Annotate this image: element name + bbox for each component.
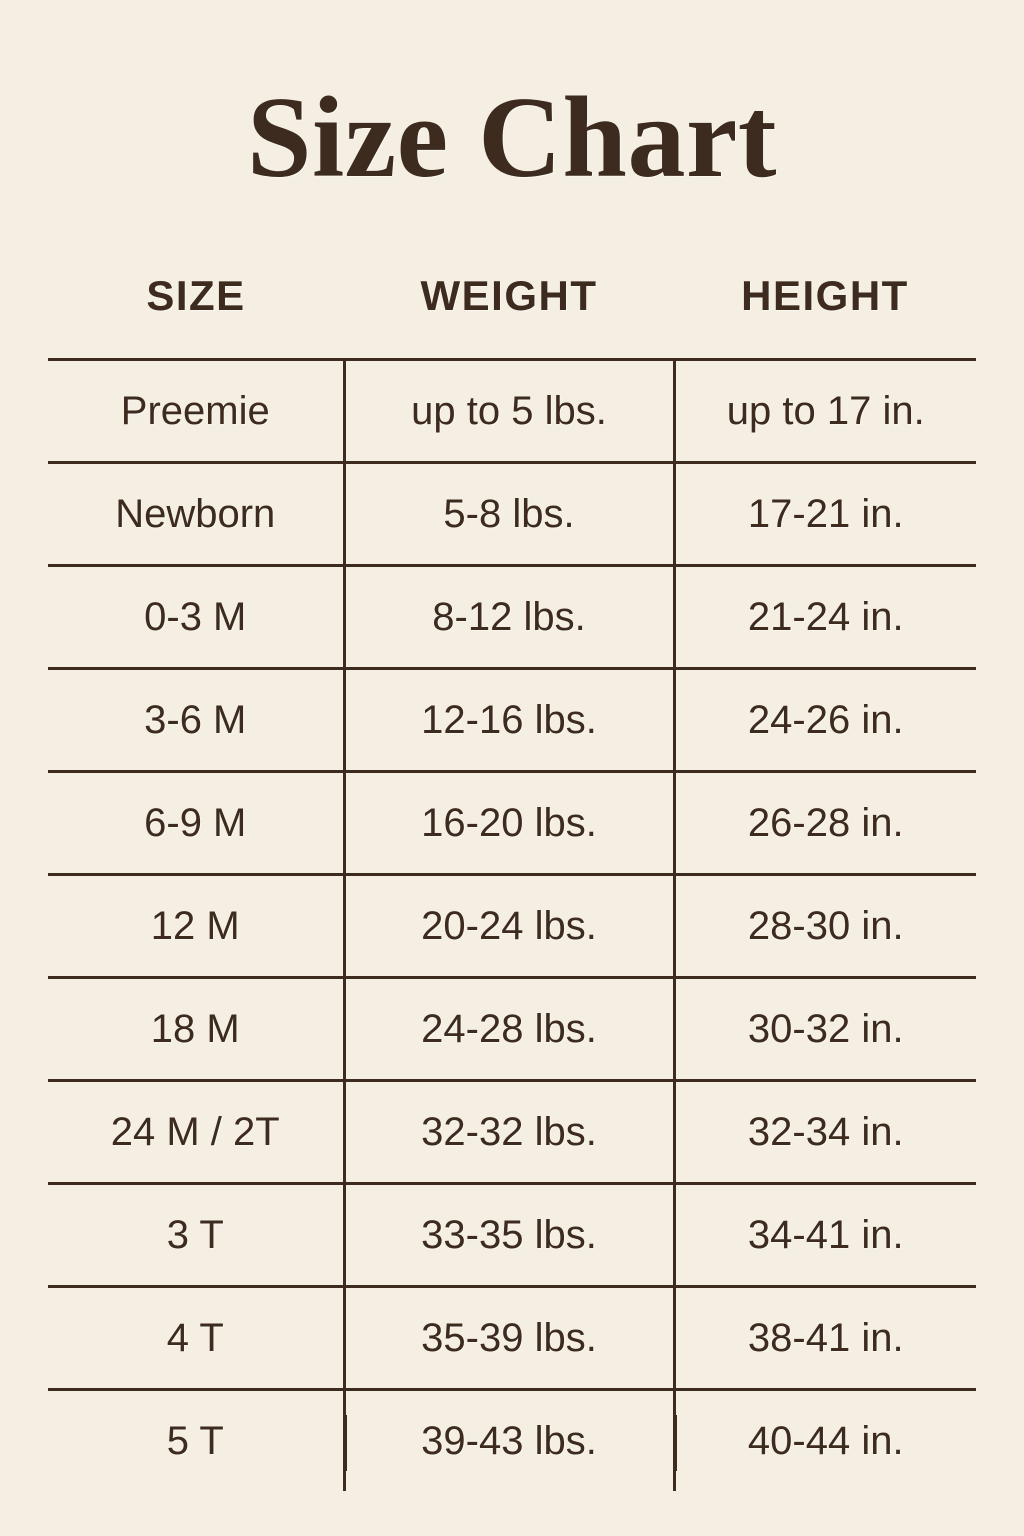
table-row: 3 T 33-35 lbs. 34-41 in. — [48, 1182, 976, 1287]
cell-weight: 32-32 lbs. — [344, 1079, 676, 1184]
cell-weight: 24-28 lbs. — [344, 976, 676, 1081]
column-header-weight: WEIGHT — [420, 272, 598, 319]
cell-height: 38-41 in. — [674, 1285, 976, 1390]
cell-size: 5 T — [48, 1388, 346, 1491]
cell-size: 12 M — [48, 873, 346, 978]
cell-weight: 39-43 lbs. — [344, 1388, 676, 1491]
cell-weight: 12-16 lbs. — [344, 667, 676, 772]
cell-height: up to 17 in. — [674, 358, 976, 463]
cell-size: 4 T — [48, 1285, 346, 1390]
cell-height: 24-26 in. — [674, 667, 976, 772]
cell-weight: up to 5 lbs. — [344, 358, 676, 463]
size-chart-table: SIZE WEIGHT HEIGHT Preemie up to 5 lbs. up… — [48, 272, 976, 1491]
size-chart-table-wrapper: SIZE WEIGHT HEIGHT Preemie up to 5 lbs. up… — [48, 272, 976, 1491]
cell-height: 28-30 in. — [674, 873, 976, 978]
cell-weight: 33-35 lbs. — [344, 1182, 676, 1287]
table-body: Preemie up to 5 lbs. up to 17 in. Newborn 5-… — [48, 358, 976, 1491]
cell-size: Newborn — [48, 461, 346, 566]
table-row: 4 T 35-39 lbs. 38-41 in. — [48, 1285, 976, 1390]
page-title: Size Chart — [246, 74, 778, 202]
cell-height: 26-28 in. — [674, 770, 976, 875]
cell-size: Preemie — [48, 358, 346, 463]
column-divider-tail-1 — [344, 1415, 347, 1471]
cell-weight: 35-39 lbs. — [344, 1285, 676, 1390]
table-row: Preemie up to 5 lbs. up to 17 in. — [48, 358, 976, 463]
cell-size: 3-6 M — [48, 667, 346, 772]
cell-height: 17-21 in. — [674, 461, 976, 566]
cell-size: 18 M — [48, 976, 346, 1081]
table-row: 18 M 24-28 lbs. 30-32 in. — [48, 976, 976, 1081]
column-header-height: HEIGHT — [741, 272, 909, 319]
cell-height: 34-41 in. — [674, 1182, 976, 1287]
cell-weight: 20-24 lbs. — [344, 873, 676, 978]
cell-weight: 8-12 lbs. — [344, 564, 676, 669]
cell-size: 24 M / 2T — [48, 1079, 346, 1184]
cell-height: 40-44 in. — [674, 1388, 976, 1491]
cell-height: 32-34 in. — [674, 1079, 976, 1184]
column-header-size: SIZE — [146, 272, 246, 319]
cell-weight: 5-8 lbs. — [344, 461, 676, 566]
cell-size: 6-9 M — [48, 770, 346, 875]
table-row: 0-3 M 8-12 lbs. 21-24 in. — [48, 564, 976, 669]
table-row: 24 M / 2T 32-32 lbs. 32-34 in. — [48, 1079, 976, 1184]
table-row: 5 T 39-43 lbs. 40-44 in. — [48, 1388, 976, 1491]
table-row: 12 M 20-24 lbs. 28-30 in. — [48, 873, 976, 978]
table-header: SIZE WEIGHT HEIGHT — [48, 272, 976, 360]
table-row: Newborn 5-8 lbs. 17-21 in. — [48, 461, 976, 566]
table-row: 3-6 M 12-16 lbs. 24-26 in. — [48, 667, 976, 772]
cell-size: 0-3 M — [48, 564, 346, 669]
cell-height: 21-24 in. — [674, 564, 976, 669]
table-row: 6-9 M 16-20 lbs. 26-28 in. — [48, 770, 976, 875]
cell-weight: 16-20 lbs. — [344, 770, 676, 875]
cell-size: 3 T — [48, 1182, 346, 1287]
header-row: SIZE WEIGHT HEIGHT — [48, 272, 976, 360]
column-divider-tail-2 — [674, 1415, 677, 1471]
cell-height: 30-32 in. — [674, 976, 976, 1081]
